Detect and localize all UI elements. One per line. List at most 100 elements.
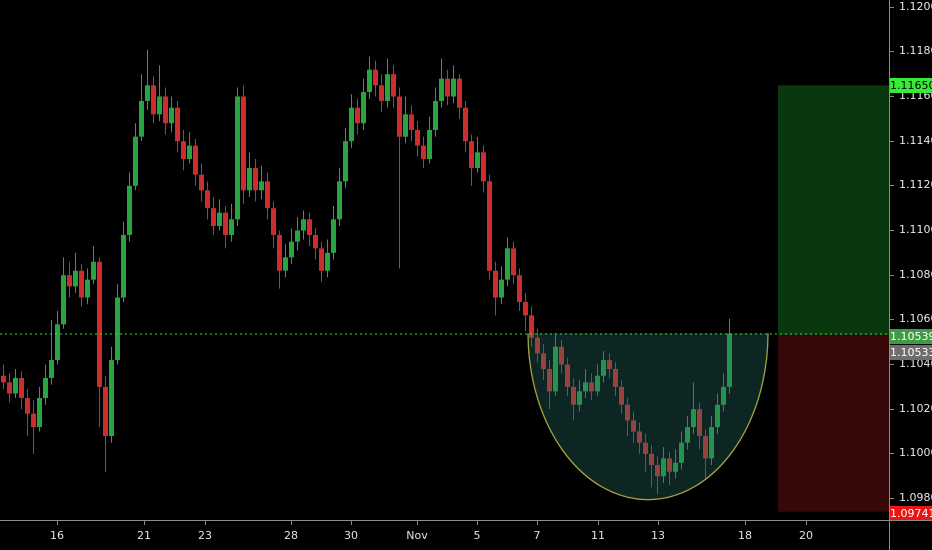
- price-tick-mark: [890, 453, 894, 454]
- candle-body: [547, 369, 552, 392]
- candle-body: [685, 427, 690, 443]
- candle-body: [313, 234, 318, 249]
- candle-body: [211, 208, 216, 227]
- candle-body: [667, 458, 672, 472]
- candle-body: [247, 167, 252, 191]
- position-tool-loss-zone[interactable]: [778, 334, 889, 512]
- price-tick-mark: [890, 275, 894, 276]
- price-tick-mark: [890, 185, 894, 186]
- candle-body: [673, 462, 678, 472]
- candle-body: [103, 386, 108, 437]
- candle-body: [385, 74, 390, 101]
- time-tick-label: 7: [533, 529, 541, 542]
- time-tick-label: 20: [799, 529, 813, 542]
- candle-body: [217, 212, 222, 227]
- candle-body: [475, 152, 480, 168]
- time-tick-mark: [144, 521, 145, 525]
- candle-body: [397, 96, 402, 137]
- candle-body: [655, 465, 660, 477]
- price-axis[interactable]: 1.120001.118001.116001.114001.112001.110…: [889, 0, 932, 521]
- time-tick-mark: [477, 521, 478, 525]
- candle-body: [379, 85, 384, 101]
- time-tick-label: 28: [284, 529, 298, 542]
- candle-body: [115, 297, 120, 361]
- time-axis[interactable]: 16 21 23 28 30 Nov 5 7 11 13 18 20: [0, 520, 932, 550]
- candle-body: [451, 78, 456, 97]
- price-chart-plot[interactable]: [0, 0, 889, 520]
- candle-body: [265, 181, 270, 209]
- candle-body: [343, 141, 348, 182]
- candle-body: [535, 337, 540, 354]
- candle-body: [25, 398, 30, 414]
- candle-body: [223, 212, 228, 235]
- candle-body: [643, 442, 648, 454]
- candle-body: [13, 377, 18, 394]
- time-tick-mark: [598, 521, 599, 525]
- price-tick-label: 1.10200: [899, 402, 932, 415]
- candle-body: [559, 346, 564, 365]
- price-tick-mark: [890, 7, 894, 8]
- position-tool-profit-zone[interactable]: [778, 85, 889, 335]
- candle-body: [151, 85, 156, 115]
- candle-body: [37, 398, 42, 428]
- candle-body: [433, 100, 438, 130]
- time-tick-label: 18: [738, 529, 752, 542]
- candle-body: [109, 360, 114, 437]
- candle-body: [49, 360, 54, 378]
- candle-body: [421, 145, 426, 160]
- stop-price-label: 1.09741: [890, 506, 932, 521]
- candle-body: [61, 275, 66, 325]
- candle-body: [463, 107, 468, 142]
- candle-body: [187, 145, 192, 160]
- price-tick-label: 1.10400: [899, 357, 932, 370]
- time-tick-mark: [658, 521, 659, 525]
- candle-body: [661, 458, 666, 477]
- candle-body: [631, 420, 636, 432]
- candle-body: [139, 100, 144, 137]
- candle-body: [703, 436, 708, 459]
- candle-body: [409, 114, 414, 130]
- time-tick-mark: [417, 521, 418, 525]
- candle-body: [91, 261, 96, 280]
- candle-body: [709, 427, 714, 459]
- candle-body: [373, 69, 378, 86]
- candle-body: [613, 369, 618, 387]
- candle-body: [457, 78, 462, 108]
- candlestick-canvas[interactable]: [0, 0, 889, 520]
- candle-body: [43, 377, 48, 399]
- time-tick-mark: [351, 521, 352, 525]
- candle-body: [403, 114, 408, 137]
- candle-body: [511, 248, 516, 276]
- price-tick-label: 1.11200: [899, 178, 932, 191]
- time-tick-mark: [291, 521, 292, 525]
- candle-body: [85, 279, 90, 298]
- candle-body: [145, 85, 150, 101]
- time-tick-label: 11: [591, 529, 605, 542]
- time-tick-mark: [205, 521, 206, 525]
- candle-body: [481, 152, 486, 182]
- price-tick-mark: [890, 51, 894, 52]
- candle-body: [169, 107, 174, 124]
- candle-body: [283, 257, 288, 271]
- candle-body: [445, 78, 450, 97]
- candle-body: [55, 324, 60, 361]
- candle-body: [679, 442, 684, 463]
- candle-body: [271, 208, 276, 235]
- time-tick-label: Nov: [406, 529, 428, 542]
- time-tick-label: 21: [137, 529, 151, 542]
- candle-body: [229, 219, 234, 235]
- candle-body: [301, 219, 306, 231]
- price-tick-mark: [890, 409, 894, 410]
- candle-body: [625, 404, 630, 421]
- candle-body: [553, 346, 558, 392]
- price-tick-label: 1.10600: [899, 312, 932, 325]
- time-tick-label: 23: [198, 529, 212, 542]
- candle-body: [487, 181, 492, 271]
- price-tick-mark: [890, 319, 894, 320]
- cup-arc-drawing[interactable]: [527, 333, 769, 501]
- candle-body: [493, 270, 498, 298]
- candle-body: [715, 404, 720, 428]
- target-price-label: 1.11650: [890, 78, 932, 93]
- candle-body: [505, 248, 510, 280]
- candle-body: [97, 261, 102, 387]
